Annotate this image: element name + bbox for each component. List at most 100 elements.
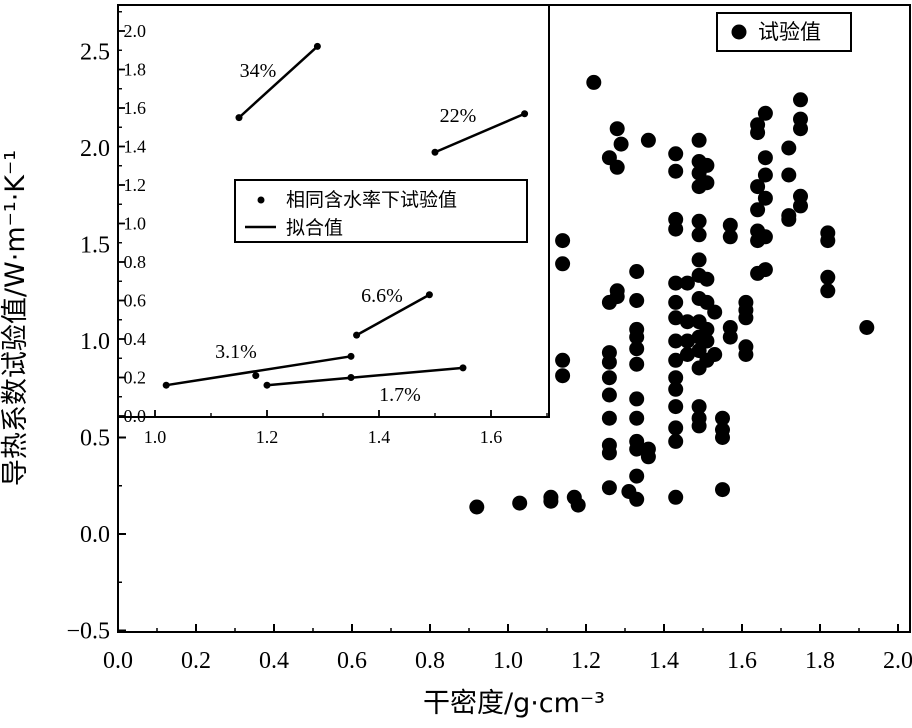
data-point xyxy=(757,167,773,183)
inset-y-tick-label: 1.4 xyxy=(124,137,147,157)
data-point xyxy=(629,264,645,279)
data-point xyxy=(609,289,625,305)
x-tick-label: 0.6 xyxy=(337,648,367,674)
data-point xyxy=(601,387,617,403)
inset-series-label: 22% xyxy=(440,105,477,127)
inset-fit-line xyxy=(266,366,464,387)
data-point xyxy=(679,347,695,362)
data-point xyxy=(543,493,559,509)
data-point xyxy=(555,233,571,249)
data-point xyxy=(629,433,645,449)
inset-data-point xyxy=(162,381,170,389)
inset-data-point xyxy=(313,42,321,50)
x-tick-label: 1.8 xyxy=(805,648,835,674)
data-point xyxy=(668,433,684,449)
inset-y-tick-label: 0.0 xyxy=(124,406,147,426)
inset-series-label: 34% xyxy=(240,60,277,82)
data-point xyxy=(629,341,645,357)
data-point xyxy=(781,140,797,156)
data-point xyxy=(555,352,571,368)
inset-y-tick-label: 0.6 xyxy=(124,291,147,311)
inset-legend-box xyxy=(234,179,528,243)
inset-data-point xyxy=(235,114,243,122)
data-point xyxy=(691,132,707,148)
data-point xyxy=(691,252,707,268)
data-point xyxy=(668,370,684,386)
inset-data-point xyxy=(252,372,260,380)
data-point xyxy=(601,345,617,361)
data-point xyxy=(668,146,684,162)
data-point xyxy=(629,468,645,484)
y-tick-label: 1.5 xyxy=(80,233,110,259)
data-point xyxy=(691,399,707,415)
data-point xyxy=(668,352,684,368)
data-point xyxy=(722,229,738,245)
data-point xyxy=(668,420,684,436)
inset-x-tick-label: 1.4 xyxy=(368,427,391,447)
x-tick-label: 1.0 xyxy=(493,648,523,674)
inset-fit-line xyxy=(166,355,352,387)
x-tick-label: 1.4 xyxy=(649,648,679,674)
data-point xyxy=(609,121,625,137)
y-tick-label: 1.0 xyxy=(80,329,110,355)
inset-x-tick-label: 1.2 xyxy=(256,427,279,447)
data-point xyxy=(469,499,485,515)
data-point xyxy=(781,167,797,183)
data-point xyxy=(691,213,707,229)
data-point xyxy=(707,304,723,320)
y-axis-title: 导热系数试验值/W·m⁻¹·K⁻¹ xyxy=(0,150,31,486)
x-tick-label: 0.0 xyxy=(103,648,133,674)
inset-y-tick-label: 0.2 xyxy=(124,368,147,388)
inset-data-point xyxy=(521,110,529,118)
data-point xyxy=(668,294,684,310)
data-point xyxy=(793,111,808,127)
y-tick-label: 0.0 xyxy=(80,522,110,548)
data-point xyxy=(601,410,617,426)
inset-chart: 1.0 1.2 1.4 1.6 0.0 0.2 0.4 0.6 0.8 1.0 1.2 1.4 1.6… xyxy=(117,4,550,447)
inset-legend-label-points: 相同含水率下试验值 xyxy=(286,189,457,211)
data-point xyxy=(668,399,684,415)
data-point xyxy=(793,92,808,108)
data-point xyxy=(750,179,766,195)
data-point xyxy=(699,321,715,337)
data-point xyxy=(629,391,645,407)
inset-fit-line xyxy=(434,112,526,154)
inset-data-point xyxy=(347,374,355,381)
data-point xyxy=(715,482,730,498)
data-point xyxy=(512,495,528,511)
data-point xyxy=(781,208,797,224)
data-point xyxy=(691,227,707,243)
main-legend-marker xyxy=(731,24,747,40)
x-tick-label: 0.8 xyxy=(415,648,445,674)
data-point xyxy=(859,320,875,335)
inset-y-tick-label: 1.0 xyxy=(124,214,147,234)
inset-y-tick-label: 1.2 xyxy=(124,175,147,195)
x-tick-label: 0.2 xyxy=(181,648,211,674)
data-point xyxy=(679,333,695,349)
inset-y-tick-label: 0.4 xyxy=(124,329,147,349)
inset-x-tick-label: 1.6 xyxy=(480,427,503,447)
data-point xyxy=(601,445,617,461)
data-point xyxy=(757,229,773,245)
inset-series-label: 1.7% xyxy=(379,384,421,406)
data-point xyxy=(820,269,836,285)
x-tick-label: 1.2 xyxy=(571,648,601,674)
data-point xyxy=(679,275,695,291)
data-point xyxy=(668,381,684,397)
data-point xyxy=(640,132,656,148)
data-point xyxy=(629,321,645,337)
y-tick-label: 2.0 xyxy=(80,136,110,162)
x-tick-label: 1.6 xyxy=(727,648,757,674)
data-point xyxy=(668,333,684,349)
inset-series-label: 3.1% xyxy=(215,341,257,363)
data-point xyxy=(699,175,715,191)
data-point xyxy=(570,497,586,513)
data-point xyxy=(757,190,773,206)
data-point xyxy=(629,356,645,372)
data-point xyxy=(668,310,684,326)
inset-y-tick-label: 1.6 xyxy=(124,98,147,118)
data-point xyxy=(757,105,773,121)
data-point xyxy=(668,211,684,227)
